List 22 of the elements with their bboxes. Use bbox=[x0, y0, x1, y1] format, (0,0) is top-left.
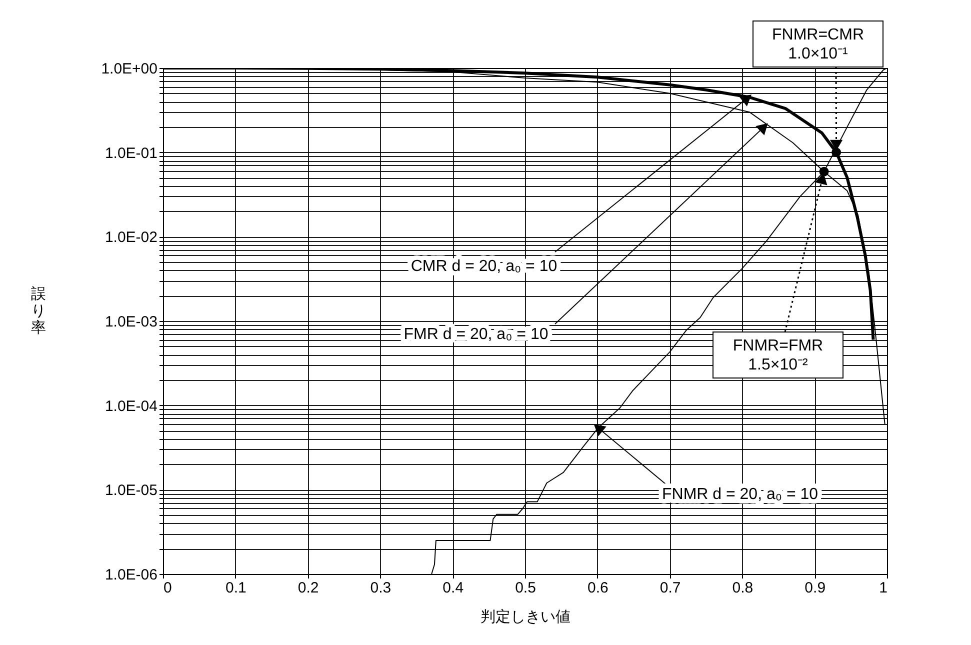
annotation: FNMR=CMR 1.0×10⁻¹ bbox=[772, 26, 864, 62]
x-axis-title: 判定しきい値 bbox=[480, 608, 570, 626]
y-axis-title: 誤り率 bbox=[31, 286, 46, 336]
x-tick-label: 0.3 bbox=[370, 580, 392, 596]
x-tick-label: 0.2 bbox=[298, 580, 319, 596]
y-tick-label: 1.0E-06 bbox=[104, 566, 158, 584]
y-tick-label: 1.0E-03 bbox=[104, 314, 158, 330]
x-tick-label: 0 bbox=[164, 580, 172, 596]
x-tick-label: 0.9 bbox=[804, 580, 826, 596]
x-tick-label: 0.5 bbox=[515, 580, 536, 596]
y-tick-label: 1.0E-04 bbox=[104, 398, 158, 415]
x-tick-label: 0.1 bbox=[225, 580, 246, 596]
x-tick-label: 1 bbox=[879, 580, 888, 596]
x-tick-label: 0.4 bbox=[442, 580, 464, 596]
x-tick-label: 0.8 bbox=[732, 580, 754, 596]
y-tick-label: 1.0E-05 bbox=[104, 482, 158, 500]
x-tick-label: 0.6 bbox=[587, 580, 608, 596]
y-tick-label: 1.0E+00 bbox=[101, 60, 158, 78]
y-tick-label: 1.0E-01 bbox=[104, 144, 158, 162]
y-tick-label: 1.0E-02 bbox=[104, 229, 158, 246]
x-tick-label: 0.7 bbox=[660, 580, 681, 596]
annotation: FNMR=FMR 1.5×10⁻² bbox=[732, 338, 824, 374]
